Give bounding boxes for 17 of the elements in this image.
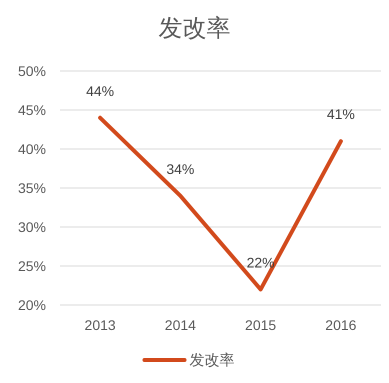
- data-label: 34%: [166, 160, 194, 177]
- x-tick-label: 2015: [245, 317, 276, 333]
- legend-label: 发改率: [190, 352, 234, 369]
- x-tick-label: 2013: [84, 317, 116, 333]
- x-tick-label: 2014: [164, 317, 196, 333]
- data-label: 22%: [246, 254, 275, 270]
- data-label: 41%: [326, 106, 355, 122]
- x-tick-label: 2016: [325, 317, 357, 333]
- y-tick-label: 25%: [18, 258, 46, 274]
- y-tick-label: 35%: [18, 180, 46, 196]
- data-label: 44%: [86, 82, 114, 99]
- y-tick-label: 30%: [18, 219, 46, 235]
- y-tick-label: 50%: [18, 63, 46, 79]
- y-tick-label: 20%: [18, 297, 46, 313]
- y-tick-label: 40%: [18, 141, 46, 157]
- y-tick-label: 45%: [18, 102, 46, 118]
- chart-title: 发改率: [158, 15, 230, 42]
